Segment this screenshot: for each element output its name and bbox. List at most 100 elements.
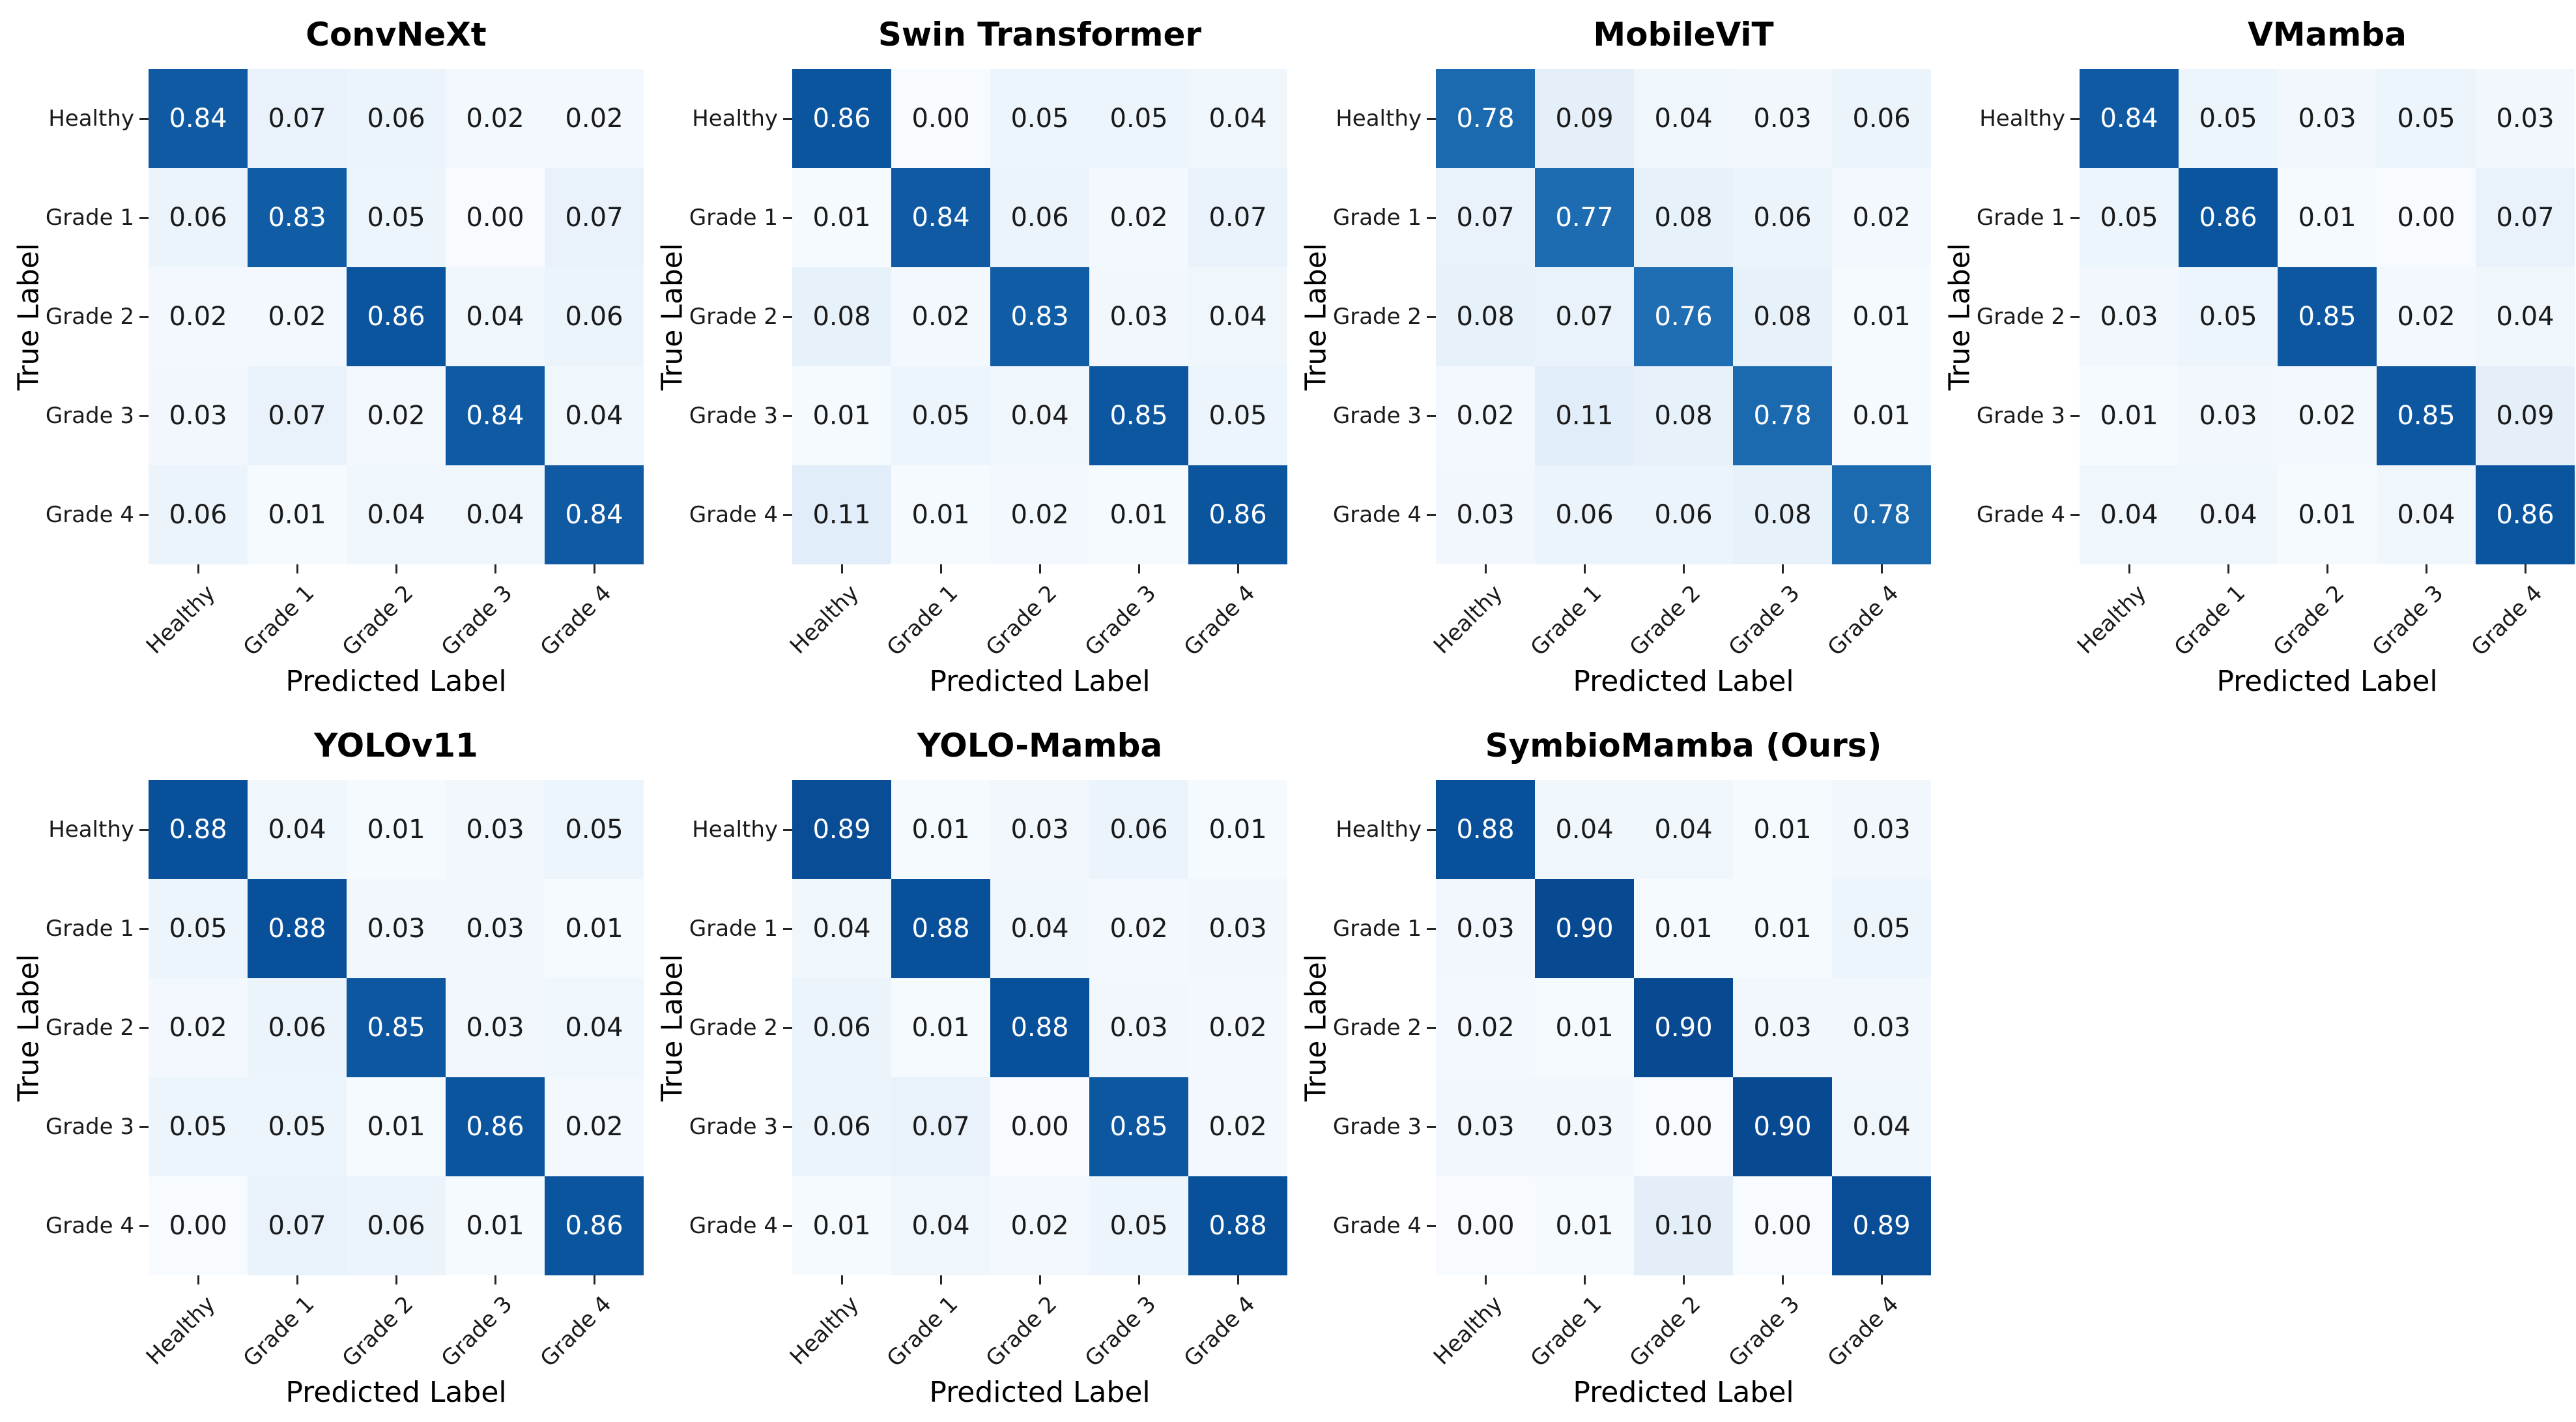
heatmap-cell: 0.04: [990, 879, 1089, 978]
heatmap-cell: 0.86: [2179, 168, 2278, 267]
heatmap-cell: 0.04: [545, 366, 644, 465]
y-tick-label: Grade 1: [1332, 205, 1422, 231]
heatmap-cell: 0.84: [891, 168, 990, 267]
heatmap-cell: 0.86: [347, 267, 446, 366]
x-tick-label: Grade 2: [337, 580, 419, 661]
y-tick-label: Grade 4: [45, 1213, 134, 1239]
heatmap-cell: 0.01: [891, 978, 990, 1077]
y-tick-mark: [1427, 1026, 1436, 1029]
y-tick-mark: [2070, 315, 2080, 318]
heatmap-cell: 0.01: [1733, 879, 1832, 978]
y-tick-mark: [783, 514, 792, 516]
heatmap-cell: 0.01: [891, 780, 990, 879]
x-tick-mark: [594, 1275, 595, 1284]
y-tick-mark: [139, 117, 149, 120]
heatmap-cell: 0.02: [1089, 879, 1188, 978]
y-axis: True Label Healthy Grade 1 Grade 2 Grade 3 Gr…: [1287, 69, 1436, 564]
x-tick-label: Grade 1: [1525, 1291, 1607, 1372]
heatmap-cell: 0.06: [1089, 780, 1188, 879]
x-tick-mark: [1485, 1275, 1487, 1284]
y-tick-mark: [139, 216, 149, 219]
heatmap-cell: 0.05: [149, 1077, 248, 1176]
x-tick-mark: [1782, 564, 1784, 573]
x-tick-label: Grade 1: [881, 580, 964, 661]
plot-area: True Label Healthy Grade 1 Grade 2 Grade 3 Gr…: [644, 780, 1287, 1275]
y-axis-label: True Label: [1299, 242, 1333, 391]
y-tick-mark: [783, 927, 792, 930]
heatmap-cell: 0.09: [1535, 69, 1634, 168]
y-tick-mark: [1427, 828, 1436, 831]
y-tick: Grade 4: [1287, 1176, 1436, 1275]
heatmap-cell: 0.07: [1535, 267, 1634, 366]
y-tick-label: Grade 2: [45, 1015, 134, 1041]
heatmap: 0.86 0.00 0.05 0.05 0.04 0.01 0.84 0.06 0.02 0.07…: [792, 69, 1287, 564]
heatmap-cell: 0.07: [1436, 168, 1535, 267]
heatmap-cell: 0.90: [1733, 1077, 1832, 1176]
heatmap-cell: 0.00: [446, 168, 545, 267]
y-tick-label: Grade 3: [689, 403, 778, 429]
x-tick-label: Grade 4: [2466, 580, 2548, 661]
y-axis: True Label Healthy Grade 1 Grade 2 Grade 3 Gr…: [644, 780, 792, 1275]
heatmap-cell: 0.10: [1634, 1176, 1733, 1275]
x-tick-mark: [494, 564, 496, 573]
x-tick-label: Grade 3: [1080, 580, 1162, 661]
y-tick: Grade 2: [0, 267, 149, 366]
heatmap-cell: 0.89: [792, 780, 891, 879]
heatmap-cell: 0.06: [149, 168, 248, 267]
heatmap-cell: 0.06: [792, 1077, 891, 1176]
heatmap-cell: 0.02: [891, 267, 990, 366]
y-tick: Grade 1: [644, 879, 792, 978]
heatmap-cell: 0.06: [347, 69, 446, 168]
x-tick-label: Healthy: [784, 580, 865, 660]
heatmap-cell: 0.03: [1535, 1077, 1634, 1176]
y-tick-mark: [2070, 117, 2080, 120]
heatmap-cell: 0.01: [792, 366, 891, 465]
y-tick-label: Grade 4: [1332, 502, 1422, 528]
x-axis-label: Predicted Label: [285, 665, 507, 698]
subplot-symbiomamba-ours: SymbioMamba (Ours) True Label Healthy Grade…: [1287, 711, 1931, 1422]
x-tick-mark: [296, 564, 298, 573]
y-tick-mark: [139, 315, 149, 318]
heatmap-cell: 0.84: [2080, 69, 2179, 168]
heatmap-cell: 0.05: [1188, 366, 1287, 465]
heatmap-cell: 0.84: [149, 69, 248, 168]
subplot-title: ConvNeXt: [306, 16, 487, 53]
heatmap-cell: 0.86: [2476, 465, 2575, 564]
x-axis-label: Predicted Label: [1573, 1376, 1794, 1409]
y-tick-mark: [2070, 414, 2080, 417]
heatmap-cell: 0.11: [792, 465, 891, 564]
x-tick-mark: [1237, 564, 1239, 573]
x-tick-mark: [2128, 564, 2130, 573]
y-tick-mark: [783, 1225, 792, 1227]
heatmap-cell: 0.00: [990, 1077, 1089, 1176]
y-tick: Healthy: [644, 780, 792, 879]
y-tick-label: Grade 1: [45, 205, 134, 231]
x-axis: Healthy Grade 1 Grade 2 Grade 3 Grade 4: [2072, 564, 2575, 662]
x-tick-label: Grade 3: [436, 580, 518, 661]
x-axis-label: Predicted Label: [285, 1376, 507, 1409]
y-tick-label: Grade 4: [689, 1213, 778, 1239]
heatmap-cell: 0.85: [2377, 366, 2476, 465]
heatmap: 0.89 0.01 0.03 0.06 0.01 0.04 0.88 0.04 0.02 0.03…: [792, 780, 1287, 1275]
y-tick-mark: [783, 216, 792, 219]
y-tick-mark: [1427, 117, 1436, 120]
x-tick-label: Grade 1: [238, 1291, 320, 1372]
heatmap-cell: 0.03: [347, 879, 446, 978]
y-tick: Grade 3: [644, 1077, 792, 1176]
y-tick: Grade 2: [0, 978, 149, 1077]
x-tick-label: Grade 1: [238, 580, 320, 661]
heatmap-cell: 0.05: [1832, 879, 1931, 978]
heatmap-cell: 0.02: [446, 69, 545, 168]
heatmap-cell: 0.02: [347, 366, 446, 465]
heatmap-cell: 0.05: [891, 366, 990, 465]
heatmap-cell: 0.03: [1733, 69, 1832, 168]
heatmap-cell: 0.78: [1733, 366, 1832, 465]
heatmap-cell: 0.01: [446, 1176, 545, 1275]
plot-area: True Label Healthy Grade 1 Grade 2 Grade 3 Gr…: [0, 69, 644, 564]
y-tick-label: Healthy: [692, 817, 778, 843]
heatmap-cell: 0.01: [545, 879, 644, 978]
plot-area: True Label Healthy Grade 1 Grade 2 Grade 3 Gr…: [644, 69, 1287, 564]
heatmap-cell: 0.04: [2080, 465, 2179, 564]
y-tick-mark: [139, 414, 149, 417]
heatmap-cell: 0.07: [248, 69, 347, 168]
